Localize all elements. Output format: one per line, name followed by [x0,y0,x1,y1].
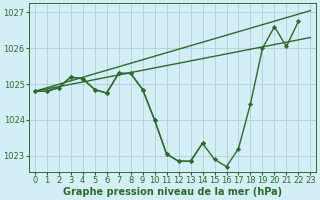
X-axis label: Graphe pression niveau de la mer (hPa): Graphe pression niveau de la mer (hPa) [63,187,282,197]
